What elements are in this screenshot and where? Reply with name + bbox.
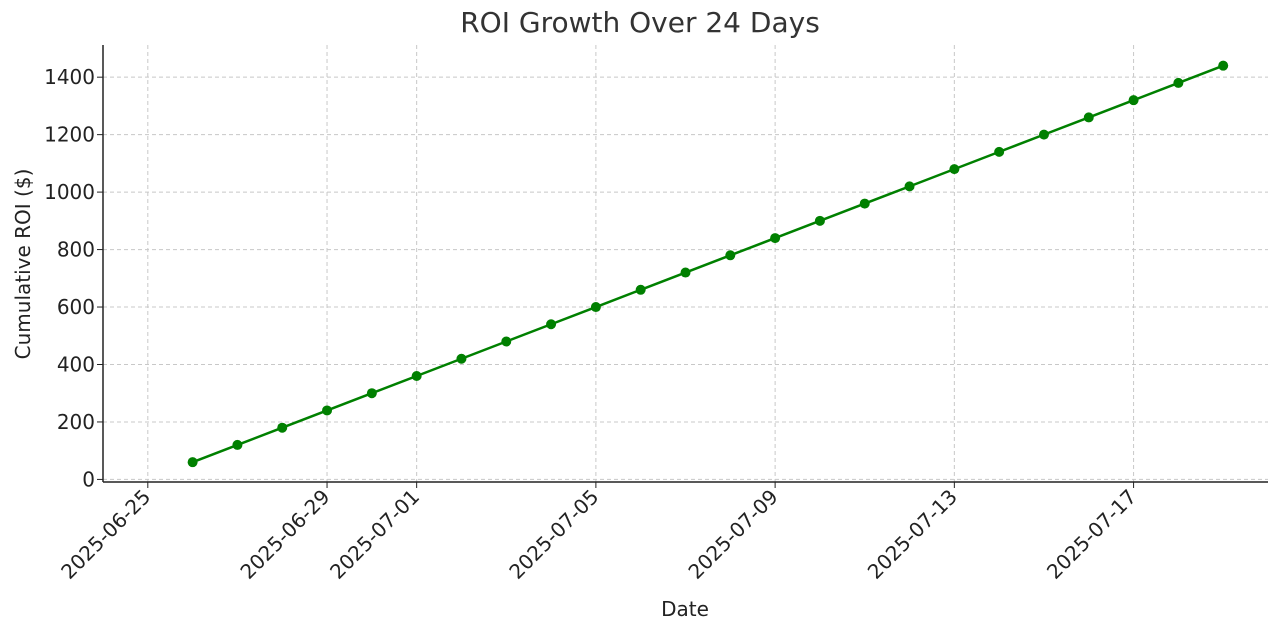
data-point	[904, 181, 915, 192]
data-point	[187, 457, 198, 468]
y-tick-label: 600	[57, 295, 95, 319]
x-tick-label: 2025-06-29	[235, 485, 334, 584]
data-point	[590, 302, 601, 313]
data-point	[456, 353, 467, 364]
data-point	[635, 284, 646, 295]
y-tick-label: 400	[57, 352, 95, 376]
data-point	[725, 250, 736, 261]
data-point	[770, 233, 781, 244]
x-axis-label: Date	[661, 597, 709, 621]
y-tick-label: 1000	[44, 180, 95, 204]
data-point	[949, 164, 960, 175]
data-point	[1218, 60, 1229, 71]
x-tick-label: 2025-07-09	[683, 485, 782, 584]
y-tick-label: 0	[82, 467, 95, 491]
data-point	[814, 215, 825, 226]
x-tick-label: 2025-06-25	[56, 485, 155, 584]
data-point	[546, 319, 557, 330]
y-tick-label: 1400	[44, 65, 95, 89]
data-point	[322, 405, 333, 416]
data-point	[1038, 129, 1049, 140]
y-tick-label: 800	[57, 238, 95, 262]
data-point	[411, 370, 422, 381]
y-tick-label: 200	[57, 410, 95, 434]
data-point	[232, 439, 243, 450]
x-tick-label: 2025-07-17	[1042, 485, 1141, 584]
x-tick-label: 2025-07-13	[863, 485, 962, 584]
chart-title: ROI Growth Over 24 Days	[460, 6, 820, 39]
data-point	[1173, 77, 1184, 88]
x-tick-label: 2025-07-05	[504, 485, 603, 584]
data-point	[994, 146, 1005, 157]
data-point	[366, 388, 377, 399]
y-tick-label: 1200	[44, 123, 95, 147]
data-point	[1128, 95, 1139, 106]
series-line	[192, 64, 1224, 464]
data-point	[680, 267, 691, 278]
data-point	[1083, 112, 1094, 123]
data-point	[859, 198, 870, 209]
data-point	[277, 422, 288, 433]
x-tick-label: 2025-07-01	[325, 485, 424, 584]
y-axis-label: Cumulative ROI ($)	[11, 169, 35, 360]
data-point	[501, 336, 512, 347]
